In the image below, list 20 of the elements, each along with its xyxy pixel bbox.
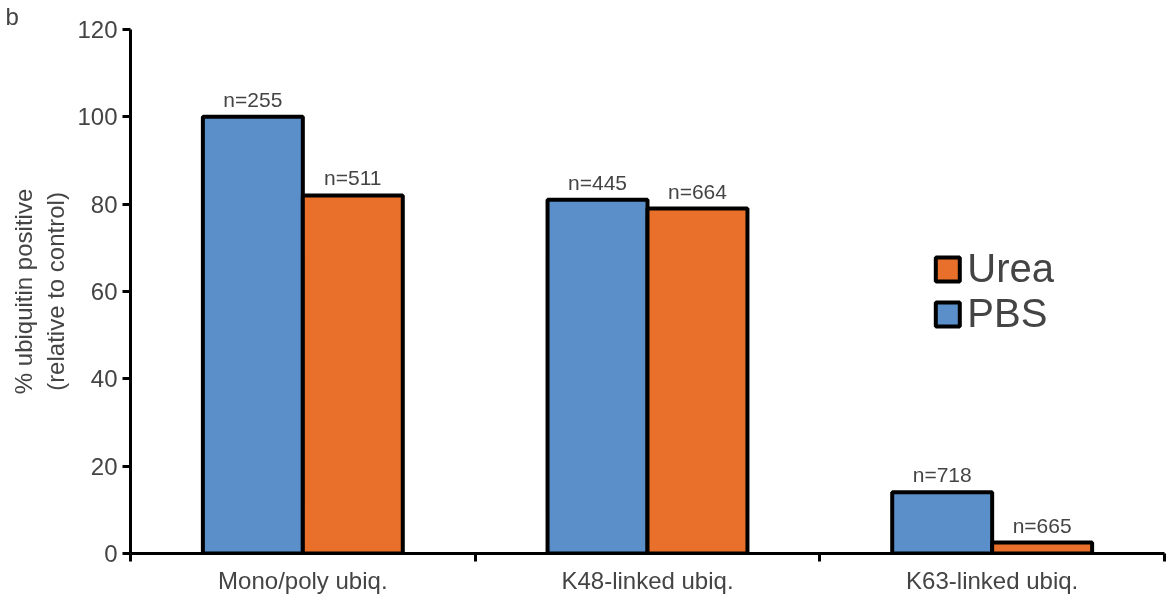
y-tick-label: 80: [90, 190, 118, 218]
y-tick-label: 120: [77, 16, 118, 43]
y-axis-title: % ubiquitin positive (relative to control): [10, 188, 70, 395]
x-tick-label: K48-linked ubiq.: [561, 566, 734, 594]
annotation: n=255: [223, 87, 283, 111]
x-tick-label: Mono/poly ubiq.: [218, 566, 388, 594]
annotation: n=511: [324, 166, 382, 190]
y-tick-label: 20: [90, 452, 118, 480]
y-tick-label: 60: [90, 278, 118, 305]
annotation: n=718: [912, 463, 972, 487]
text: b: [5, 2, 19, 30]
legend-label: Urea: [967, 246, 1054, 291]
annotation: n=445: [568, 170, 628, 194]
annotation: n=665: [1012, 513, 1072, 537]
annotation: n=664: [667, 179, 728, 203]
y-tick-label: 100: [77, 103, 118, 131]
y-tick-label: 0: [104, 540, 118, 567]
legend-label: PBS: [967, 291, 1048, 336]
y-tick-label: 40: [90, 365, 118, 393]
x-tick-label: K63-linked ubiq.: [906, 566, 1079, 594]
